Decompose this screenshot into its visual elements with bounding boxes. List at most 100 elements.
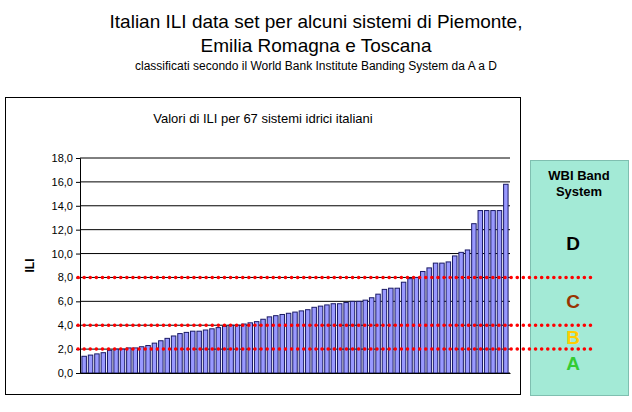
bar	[325, 305, 329, 373]
bar	[376, 294, 380, 373]
band-line	[78, 323, 592, 327]
bar	[369, 298, 373, 373]
y-axis-title: ILI	[23, 259, 37, 273]
y-tick: 18,0	[52, 152, 80, 164]
grid-line	[80, 158, 510, 159]
y-tick-label: 16,0	[52, 176, 73, 188]
band-line	[78, 347, 592, 351]
title: Emilia Romagna e Toscana	[201, 35, 432, 56]
bar	[401, 282, 405, 373]
grid	[80, 158, 510, 373]
band-line	[78, 276, 592, 280]
y-tick-label: 8,0	[58, 271, 73, 283]
band-panel-title: System	[556, 184, 602, 199]
y-tick-mark	[76, 254, 80, 255]
bar	[363, 300, 367, 373]
bar	[331, 304, 335, 373]
chart: Italian ILI data set per alcuni sistemi …	[0, 0, 632, 412]
grid-line	[80, 205, 510, 206]
bar	[152, 343, 156, 373]
bar	[203, 330, 207, 373]
bar	[178, 334, 182, 373]
band-label: C	[566, 291, 580, 312]
y-tick: 14,0	[52, 200, 80, 212]
bar	[165, 338, 169, 373]
y-tick-label: 18,0	[52, 152, 73, 164]
band-panel-title: WBI Band	[548, 168, 609, 183]
bar	[382, 289, 386, 373]
y-tick-label: 6,0	[58, 295, 73, 307]
bar	[421, 271, 425, 373]
bar	[459, 252, 463, 373]
bar	[133, 348, 137, 373]
bar	[101, 353, 105, 373]
bar	[427, 268, 431, 373]
bar	[95, 354, 99, 373]
y-tick-label: 2,0	[58, 343, 73, 355]
plot-title: Valori di ILI per 67 sistemi idrici ital…	[153, 111, 373, 126]
bar	[465, 250, 469, 373]
grid-line	[80, 253, 510, 254]
title: Italian ILI data set per alcuni sistemi …	[110, 11, 523, 32]
y-tick: 12,0	[52, 224, 80, 236]
y-tick: 0,0	[58, 367, 80, 379]
bar	[440, 263, 444, 373]
grid-line	[80, 301, 510, 302]
band-lines	[78, 277, 592, 349]
y-tick-mark	[76, 301, 80, 302]
y-tick-label: 0,0	[58, 367, 73, 379]
bar	[293, 312, 297, 373]
bar	[280, 314, 284, 373]
bar	[114, 349, 118, 373]
y-tick-mark	[76, 158, 80, 159]
bar	[120, 349, 124, 373]
y-tick-mark	[76, 373, 80, 374]
bar	[254, 322, 258, 373]
y-tick: 10,0	[52, 248, 80, 260]
y-tick: 16,0	[52, 176, 80, 188]
y-tick-label: 4,0	[58, 319, 73, 331]
bar	[452, 256, 456, 373]
bar	[344, 303, 348, 373]
y-tick: 6,0	[58, 295, 80, 307]
bar	[159, 341, 163, 373]
bar	[350, 301, 354, 373]
x-axis	[81, 373, 511, 374]
bar	[191, 331, 195, 373]
y-tick-mark	[76, 206, 80, 207]
bar	[139, 347, 143, 373]
bar	[210, 329, 214, 373]
bar	[306, 310, 310, 373]
grid-line	[80, 181, 510, 182]
bar	[107, 350, 111, 373]
bar	[389, 288, 393, 373]
bar	[395, 288, 399, 373]
bar	[171, 336, 175, 373]
bar	[337, 304, 341, 373]
y-axis-line	[76, 159, 81, 374]
y-tick-mark	[76, 230, 80, 231]
y-tick-label: 14,0	[52, 200, 73, 212]
band-label: B	[566, 327, 580, 348]
bar	[318, 306, 322, 373]
band-label: A	[566, 353, 580, 374]
bar	[82, 356, 86, 373]
band-label: D	[566, 233, 580, 254]
grid-line	[80, 229, 510, 230]
bar	[197, 331, 201, 373]
bar	[286, 313, 290, 373]
bar	[261, 319, 265, 373]
y-tick-label: 10,0	[52, 248, 73, 260]
y-tick-mark	[76, 182, 80, 183]
y-tick-label: 12,0	[52, 224, 73, 236]
bar	[299, 311, 303, 373]
bar	[433, 263, 437, 373]
bar	[357, 301, 361, 373]
y-axis: 0,0 2,0 4,0 6,0 8,0 10,0 12,0 14,0 16,0 18,0	[52, 152, 81, 379]
subtitle: classificati secondo il World Bank Insti…	[135, 59, 497, 73]
bar	[312, 307, 316, 373]
bar	[127, 348, 131, 373]
bar	[184, 332, 188, 373]
x-axis-line	[81, 373, 511, 374]
bar	[88, 355, 92, 373]
